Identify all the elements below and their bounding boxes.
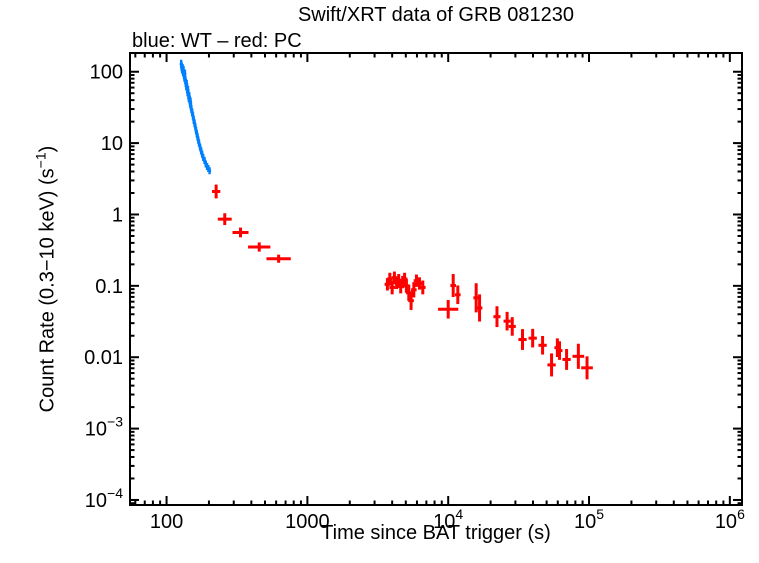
y-axis-label-text: Count Rate (0.3−10 keV) (s bbox=[36, 168, 59, 413]
x-axis-label: Time since BAT trigger (s) bbox=[321, 522, 551, 544]
plot-frame bbox=[129, 52, 743, 506]
x-tick-label: 105 bbox=[574, 506, 604, 533]
y-tick-label: 100 bbox=[90, 62, 123, 84]
y-axis-label: Count Rate (0.3−10 keV) (s−1) bbox=[33, 146, 60, 413]
plot-title: Swift/XRT data of GRB 081230 bbox=[297, 4, 575, 26]
x-tick-label: 106 bbox=[715, 506, 745, 533]
x-tick-label: 100 bbox=[150, 511, 183, 533]
y-tick-label: 10−4 bbox=[85, 485, 123, 512]
y-tick-label: 10 bbox=[101, 133, 123, 155]
wt-series bbox=[179, 59, 212, 175]
y-tick-label: 0.1 bbox=[95, 276, 123, 298]
y-tick-label: 10−3 bbox=[85, 414, 123, 441]
pc-series bbox=[212, 184, 593, 380]
axis-ticks bbox=[130, 53, 742, 505]
y-axis-label-superscript: −1 bbox=[32, 152, 49, 169]
y-tick-label: 1 bbox=[112, 204, 123, 226]
x-tick-label: 1000 bbox=[285, 511, 330, 533]
y-axis-label-close: ) bbox=[36, 145, 59, 153]
x-tick-label: 104 bbox=[433, 506, 463, 533]
y-tick-label: 0.01 bbox=[84, 347, 123, 369]
plot-subtitle-legend: blue: WT – red: PC bbox=[132, 30, 302, 52]
